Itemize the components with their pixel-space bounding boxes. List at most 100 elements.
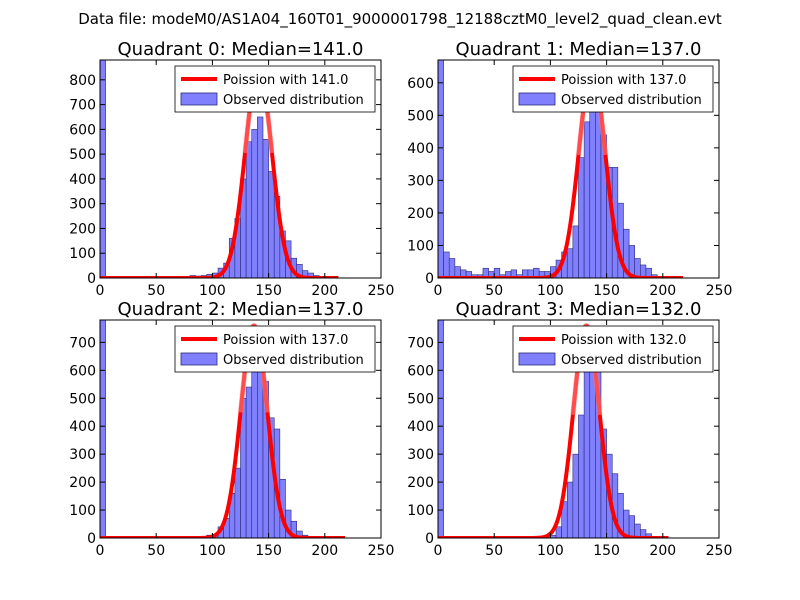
histogram-bar (245, 386, 253, 538)
poisson-curve (100, 67, 340, 278)
y-tick-label: 600 (407, 76, 434, 92)
x-tick-label: 100 (537, 283, 564, 299)
y-tick-label: 0 (87, 271, 96, 287)
legend-observed-label: Observed distribution (223, 93, 364, 108)
y-tick-label: 700 (407, 335, 434, 351)
legend: Poission with 141.0 Observed distribution (174, 65, 376, 113)
histogram-bar (438, 60, 444, 278)
x-tick-label: 0 (96, 543, 105, 559)
histogram-bar (448, 258, 456, 278)
y-tick-label: 300 (407, 447, 434, 463)
axes-frame (437, 59, 720, 279)
y-tick-label: 100 (69, 246, 96, 262)
panel-quadrant-3: 0 50 100 150 200 250 0 100 200 300 400 500 600 700 Qua… (407, 299, 732, 559)
histogram-bar (234, 467, 241, 538)
y-tick-label: 200 (407, 206, 434, 222)
y-tick-label: 200 (69, 475, 96, 491)
y-tick-label: 500 (407, 391, 434, 407)
legend-observed-swatch (518, 352, 556, 366)
x-tick-label: 200 (649, 543, 676, 559)
histogram-bar (257, 364, 264, 538)
x-tick-label: 250 (706, 543, 733, 559)
y-tick-label: 300 (69, 447, 96, 463)
y-tick-label: 700 (69, 335, 96, 351)
histogram-bar (572, 225, 579, 278)
y-tick-label: 400 (407, 419, 434, 435)
x-tick-label: 50 (485, 283, 503, 299)
y-tick-label: 500 (69, 147, 96, 163)
y-tick-label: 400 (69, 419, 96, 435)
legend-poisson-label: Poission with 141.0 (223, 73, 348, 88)
x-tick-label: 50 (485, 543, 503, 559)
x-tick-label: 150 (593, 283, 620, 299)
panel-quadrant-0: 0 50 100 150 200 250 0 100 200 300 400 500 600 700 800… (69, 39, 394, 299)
panel-title: Quadrant 1: Median=137.0 (456, 39, 702, 60)
legend-observed-swatch (518, 92, 556, 106)
histogram-bar (583, 121, 591, 278)
legend-observed-label: Observed distribution (223, 353, 364, 368)
legend-observed-swatch (180, 92, 218, 106)
legend: Poission with 137.0 Observed distribution (512, 65, 714, 113)
legend-observed-label: Observed distribution (561, 93, 702, 108)
histogram-bar (555, 526, 562, 538)
x-tick-label: 200 (311, 283, 338, 299)
y-tick-label: 300 (69, 197, 96, 213)
x-tick-label: 0 (96, 283, 105, 299)
panels: 0 50 100 150 200 2500100200300400500600700800… (69, 39, 732, 559)
y-tick-label: 600 (407, 363, 434, 379)
y-tick-label: 600 (69, 122, 96, 138)
x-tick-label: 0 (434, 283, 443, 299)
histogram-bar (634, 258, 641, 278)
histogram-bar (100, 60, 106, 278)
legend-poisson-label: Poission with 137.0 (223, 333, 348, 348)
x-tick-label: 100 (199, 283, 226, 299)
y-tick-label: 400 (407, 141, 434, 157)
histogram-bar (262, 138, 269, 278)
y-tick-label: 0 (425, 531, 434, 547)
panel-quadrant-1: 0 50 100 150 200 250 0 100 200 300 400 500 600 Quadra… (407, 39, 732, 299)
panel-title: Quadrant 2: Median=137.0 (118, 299, 364, 320)
panel-quadrant-2: 0 50 100 150 200 250 0 100 200 300 400 500 600 700 Qua… (69, 299, 394, 559)
histogram-bar (583, 367, 591, 538)
x-tick-label: 100 (199, 543, 226, 559)
axes-frame (99, 319, 382, 539)
histogram-bar (566, 481, 574, 538)
panel-title: Quadrant 0: Median=141.0 (118, 39, 364, 60)
panel-title: Quadrant 3: Median=132.0 (456, 299, 702, 320)
histogram-bar (595, 111, 602, 278)
histogram-bar (100, 320, 106, 538)
y-tick-label: 600 (69, 363, 96, 379)
y-tick-label: 300 (407, 173, 434, 189)
legend: Poission with 132.0 Observed distribution (512, 325, 714, 373)
y-tick-label: 500 (407, 108, 434, 124)
histogram-bar (443, 251, 450, 278)
x-tick-label: 50 (147, 283, 165, 299)
x-tick-label: 50 (147, 543, 165, 559)
legend-observed-label: Observed distribution (561, 353, 702, 368)
figure-suptitle: Data file: modeM0/AS1A04_160T01_90000017… (78, 10, 722, 29)
histogram-bar (628, 515, 636, 538)
poisson-curve (438, 323, 670, 538)
legend: Poission with 137.0 Observed distribution (174, 325, 376, 373)
x-tick-label: 200 (649, 283, 676, 299)
y-tick-label: 800 (69, 73, 96, 89)
x-tick-label: 150 (255, 283, 282, 299)
x-tick-label: 150 (255, 543, 282, 559)
y-tick-label: 0 (425, 271, 434, 287)
histogram-bar (578, 157, 585, 278)
histogram-bar (438, 320, 444, 538)
y-tick-label: 500 (69, 391, 96, 407)
y-tick-label: 200 (407, 475, 434, 491)
axes-frame (437, 319, 720, 539)
histogram-bar (566, 248, 574, 278)
legend-poisson-label: Poission with 132.0 (561, 333, 686, 348)
legend-poisson-label: Poission with 137.0 (561, 73, 686, 88)
y-tick-label: 200 (69, 221, 96, 237)
y-tick-label: 700 (69, 98, 96, 114)
x-tick-label: 100 (537, 543, 564, 559)
x-tick-label: 250 (368, 543, 395, 559)
histogram-bar (290, 520, 297, 538)
histogram-bar (251, 129, 258, 278)
y-tick-label: 100 (407, 503, 434, 519)
